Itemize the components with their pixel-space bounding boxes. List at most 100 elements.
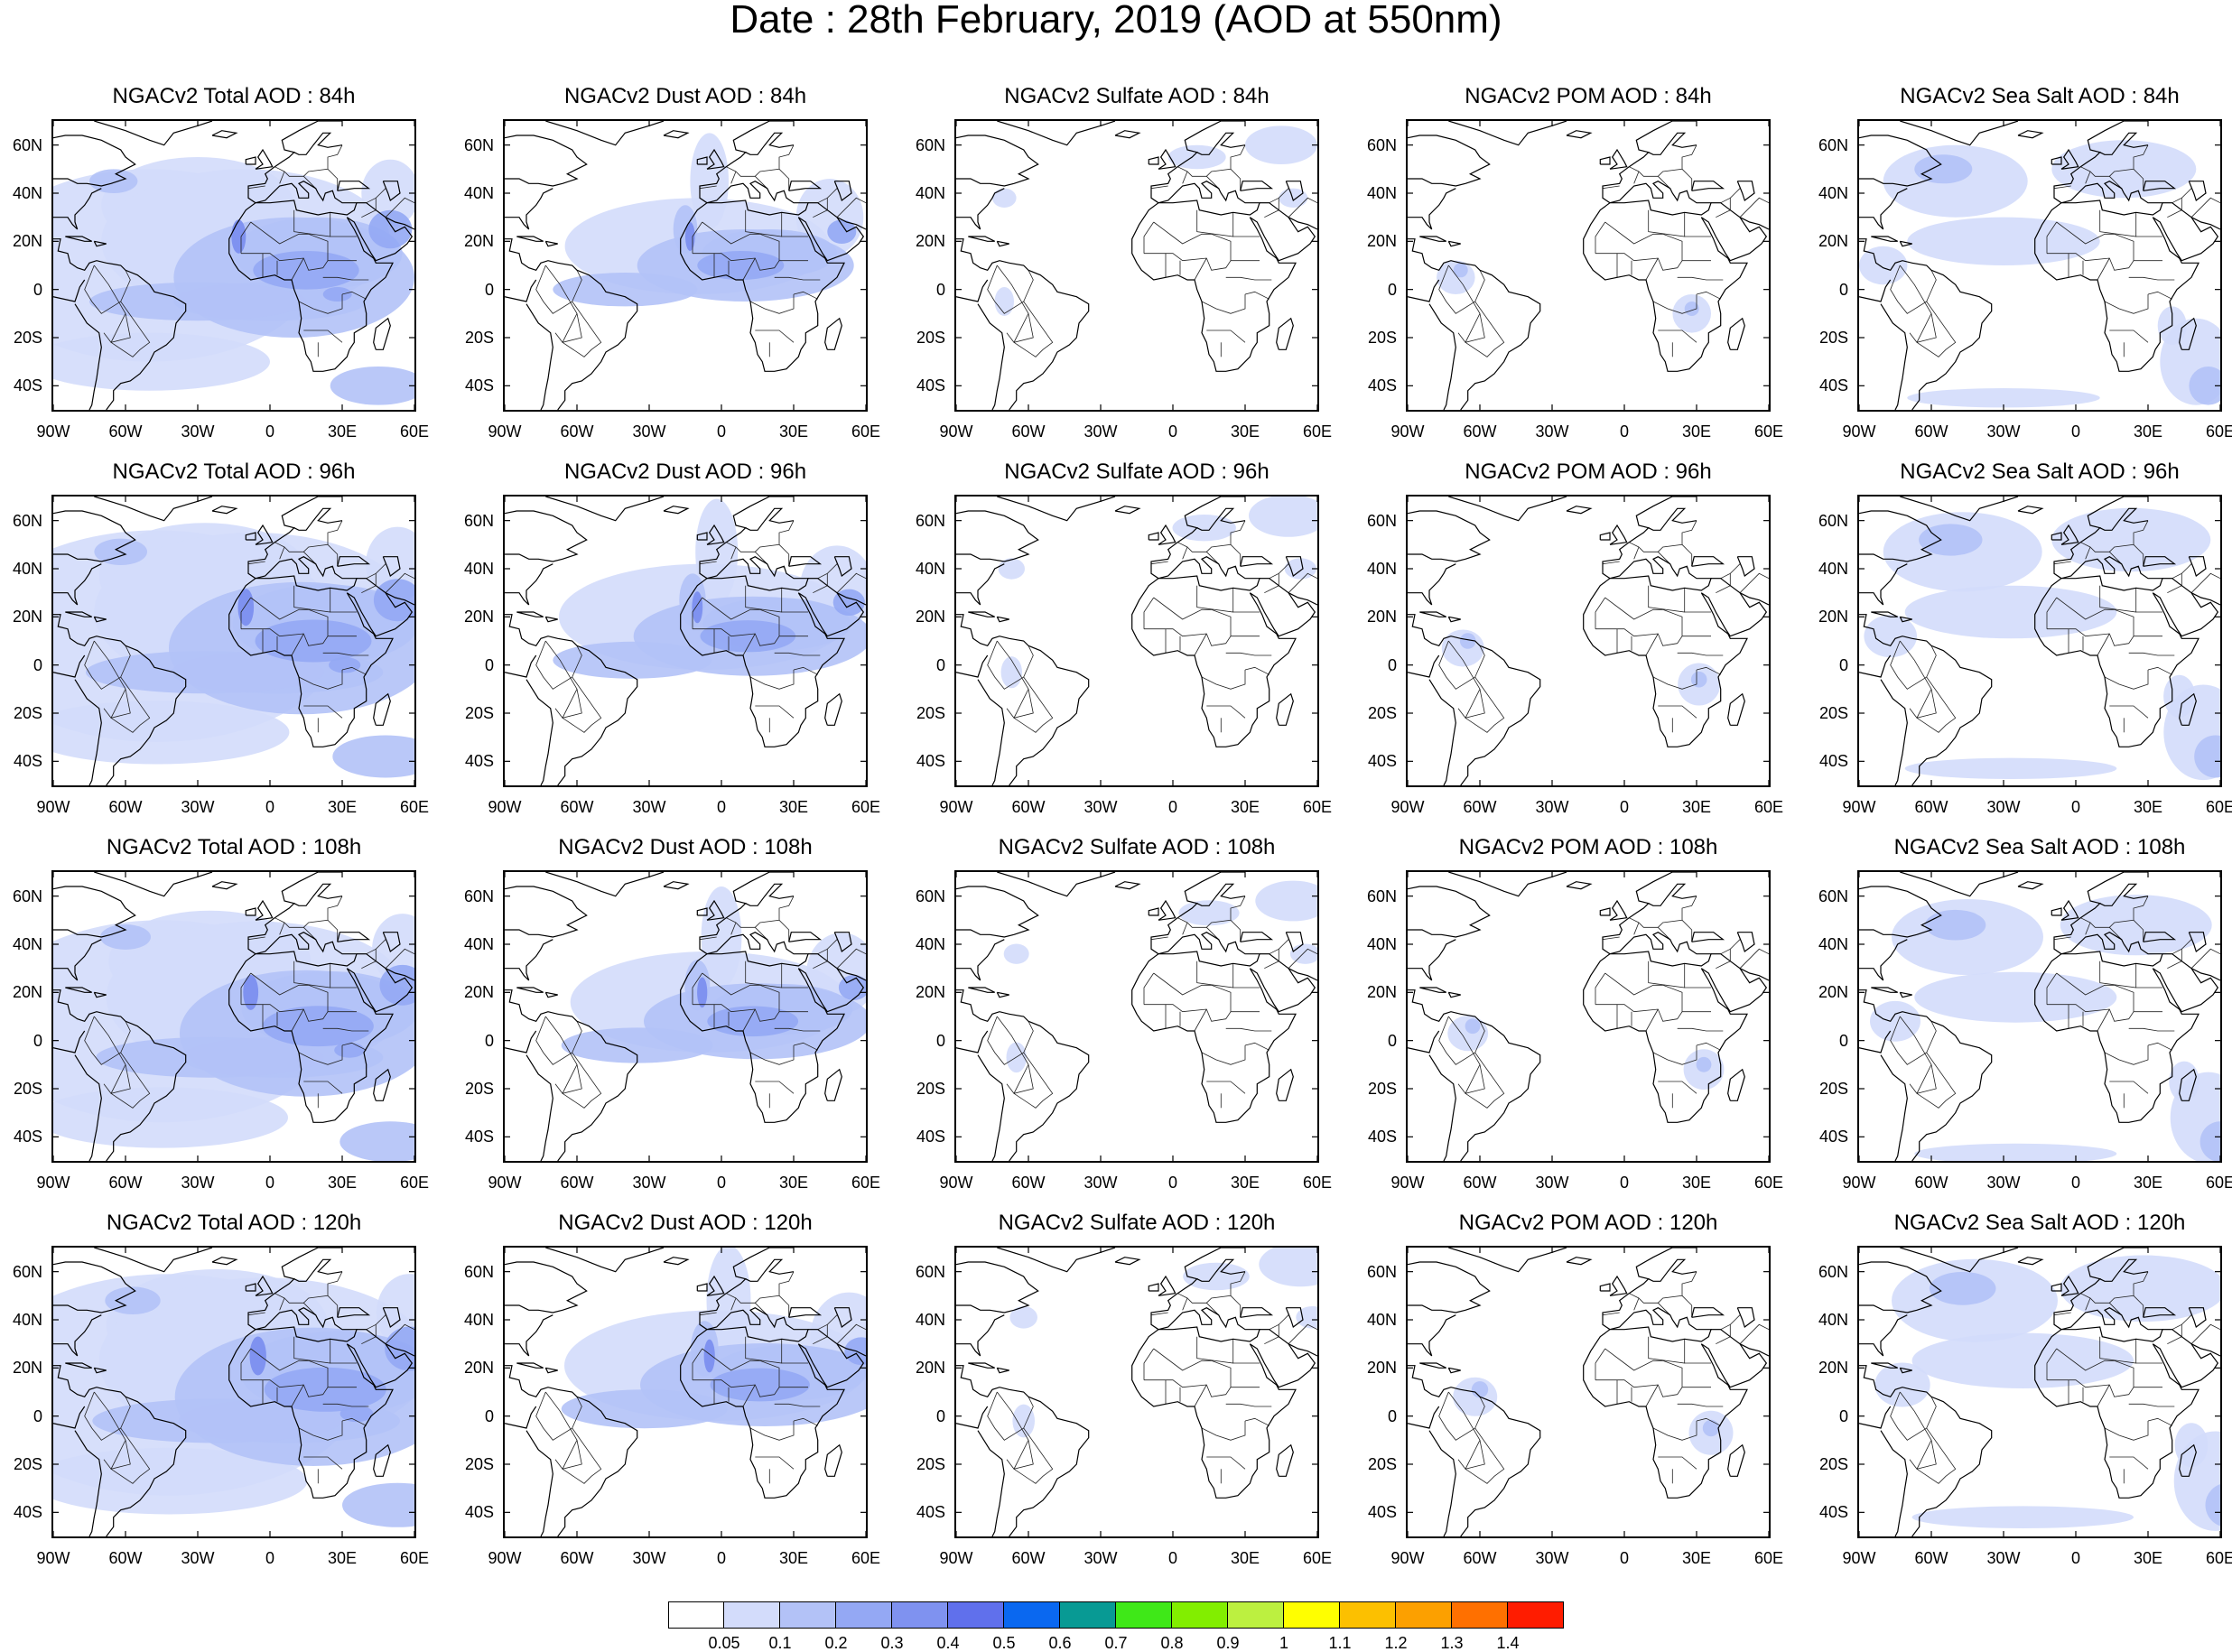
coastline [346,578,414,637]
coastline [1276,1443,1294,1477]
country-border [1143,972,1155,1005]
aod-plume [237,589,255,626]
country-border [2190,1323,2220,1344]
coastline [93,616,107,623]
colorbar-label: 0.1 [768,1634,792,1652]
country-border [554,689,582,719]
coastline [1408,1314,1456,1357]
coastline [211,1257,238,1266]
country-border [341,1042,367,1051]
panel-title: NGACv2 Sulfate AOD : 96h [1004,459,1269,484]
country-border [241,1348,329,1397]
y-tick-label: 40N [1366,1311,1397,1329]
coastline [373,317,391,350]
coastline [1240,556,1274,567]
country-border [1225,276,1272,281]
coastline [2017,1257,2044,1266]
coastline [663,130,690,139]
country-border [385,197,414,218]
coastline [1609,524,1628,545]
country-border [836,948,866,969]
coastline [680,121,845,372]
country-border [778,544,790,567]
coastline [1609,899,1628,921]
country-border [1457,1440,1485,1470]
y-tick-label: 20N [1818,983,1848,1002]
aod-plume [2060,895,2212,956]
coastline [1583,497,1748,747]
aod-plume [692,591,703,624]
y-tick-label: 20S [1818,704,1848,722]
aod-plume [1702,1419,1720,1437]
country-border [385,948,414,969]
country-border [366,1314,386,1331]
coastline [505,939,553,981]
coastline [1899,616,1912,623]
y-tick-label: 0 [935,655,945,674]
coastline [1148,156,1159,165]
coastline [1566,1257,1593,1266]
coastline [956,1261,1039,1313]
country-border [2099,209,2137,237]
coastline [2060,148,2079,170]
coastline [53,614,187,785]
coastline [1880,303,1908,410]
y-tick-label: 0 [1838,1406,1848,1425]
coastline [1900,872,2019,897]
y-tick-label: 0 [1387,1031,1397,1050]
country-border [1720,939,1741,955]
country-border [1474,645,1485,678]
y-tick-label: 20N [915,983,945,1002]
coastline [1285,556,1304,577]
coastline [680,872,845,1123]
aod-plume [998,558,1025,580]
map-panel-sea-salt-84h: NGACv2 Sea Salt AOD : 84h 60N 40N 20N 0 20S 40… [1818,84,2232,441]
country-border [730,1297,737,1311]
panel-title: NGACv2 Total AOD : 96h [112,459,356,484]
country-border [1696,291,1721,300]
map-canvas [956,121,1317,410]
x-tick-label: 30E [327,422,358,441]
panel-title: NGACv2 Sulfate AOD : 108h [998,835,1276,859]
coastline [1648,507,1697,531]
coastline [706,932,809,967]
country-border [1143,1348,1155,1380]
country-border [1288,948,1317,969]
x-tick-label: 60E [851,1174,881,1192]
country-border [279,1297,285,1311]
coastline [382,556,401,577]
country-border [2104,1045,2149,1065]
country-border [755,329,795,343]
map-canvas [505,121,866,410]
coastline [505,510,588,562]
coastline [833,556,852,577]
x-tick-label: 30E [2133,1174,2163,1192]
country-border [836,572,866,593]
country-border [361,573,377,594]
x-tick-label: 60E [399,1174,430,1192]
coastline [824,317,842,350]
coastline [1566,881,1593,890]
x-tick-label: 30E [778,422,809,441]
coastline [516,611,544,617]
x-tick-label: 60E [2205,1549,2232,1567]
country-border [2080,1271,2149,1304]
y-tick-label: 20N [915,232,945,251]
country-border [1206,927,1219,940]
coastline [2152,953,2219,1013]
y-tick-label: 40N [1366,935,1397,953]
coastline [1408,614,1541,785]
coastline [745,883,795,906]
country-border [817,563,838,580]
colorbar-swatch [836,1601,892,1629]
colorbar-label: 0.5 [992,1634,1016,1652]
country-border [572,1021,582,1053]
x-tick-label: 60E [2205,422,2232,441]
coastline [968,1362,995,1369]
country-border [274,520,343,552]
country-border [1150,1312,1168,1316]
country-border [1196,585,1234,613]
coastline [1609,932,1712,967]
map-panel-pom-108h: NGACv2 POM AOD : 108h 60N 40N 20N 0 20S 40S 90W… [1367,835,1783,1192]
aod-plume [1859,246,1908,285]
